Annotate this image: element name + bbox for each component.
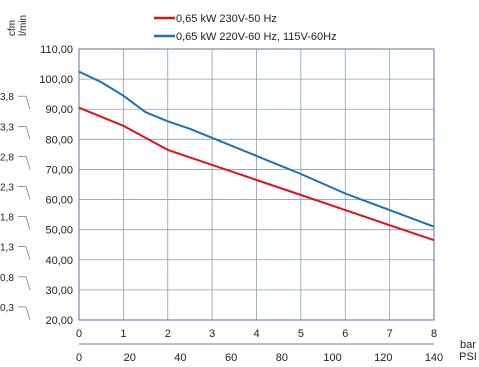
y-tick-label-lmin: 30,00 [45, 285, 73, 297]
cfm-connector [25, 186, 31, 200]
legend-label-2: 0,65 kW 220V-60 Hz, 115V-60Hz [176, 31, 337, 43]
y-tick-label-cfm: 1,3 [0, 243, 14, 254]
y-tick-label-lmin: 60,00 [45, 195, 73, 207]
x-unit-bar: bar [460, 339, 476, 351]
y-unit-lmin: l/min [18, 15, 29, 36]
x-tick-label-psi: 0 [76, 352, 82, 364]
y-tick-label-lmin: 100,00 [39, 74, 73, 86]
x-tick-label-psi: 120 [374, 352, 392, 364]
y-tick-label-cfm: 2,3 [0, 183, 14, 194]
y-tick-label-cfm: 2,8 [0, 152, 14, 163]
legend-label-1: 0,65 kW 230V-50 Hz [176, 13, 277, 25]
x-tick-label-psi: 20 [124, 352, 136, 364]
cfm-connector [25, 306, 31, 321]
y-tick-label-cfm: 1,8 [0, 213, 14, 224]
x-tick-label-psi: 100 [323, 352, 341, 364]
cfm-connector [25, 216, 31, 230]
x-tick-label-bar: 4 [253, 328, 259, 340]
y-tick-label-lmin: 90,00 [45, 104, 73, 116]
series-line-1 [78, 106, 435, 242]
x-tick-label-bar: 7 [387, 328, 393, 340]
y-tick-label-lmin: 20,00 [45, 315, 73, 327]
x-tick-label-bar: 2 [165, 328, 171, 340]
cfm-connector [25, 126, 31, 140]
x-tick-label-bar: 6 [342, 328, 348, 340]
series-line-2 [78, 70, 435, 228]
x-tick-label-bar: 0 [76, 328, 82, 340]
y-tick-label-cfm: 0,8 [0, 273, 14, 284]
y-unit-cfm: cfm [7, 20, 18, 36]
y-tick-label-cfm: 3,3 [0, 122, 14, 133]
x-unit-psi: PSI [459, 351, 477, 363]
y-tick-label-lmin: 50,00 [45, 225, 73, 237]
y-tick-label-lmin: 70,00 [45, 164, 73, 176]
x-tick-label-bar: 1 [120, 328, 126, 340]
x-tick-label-psi: 140 [425, 352, 443, 364]
x-tick-label-bar: 8 [431, 328, 437, 340]
y-tick-label-cfm: 3,8 [0, 92, 14, 103]
x-tick-label-bar: 3 [209, 328, 215, 340]
x-tick-label-psi: 80 [276, 352, 288, 364]
y-tick-label-cfm: 0,3 [0, 303, 14, 314]
x-tick-label-bar: 5 [298, 328, 304, 340]
y-tick-label-lmin: 40,00 [45, 255, 73, 267]
cfm-connector [25, 156, 31, 170]
plot-frame [78, 48, 435, 321]
y-tick-label-lmin: 110,00 [40, 44, 73, 56]
y-tick-label-lmin: 80,00 [45, 134, 73, 146]
cfm-connector [25, 246, 31, 260]
x-tick-label-psi: 60 [225, 352, 237, 364]
cfm-connector [25, 276, 31, 290]
cfm-connector [25, 96, 31, 110]
x-tick-label-psi: 40 [174, 352, 186, 364]
